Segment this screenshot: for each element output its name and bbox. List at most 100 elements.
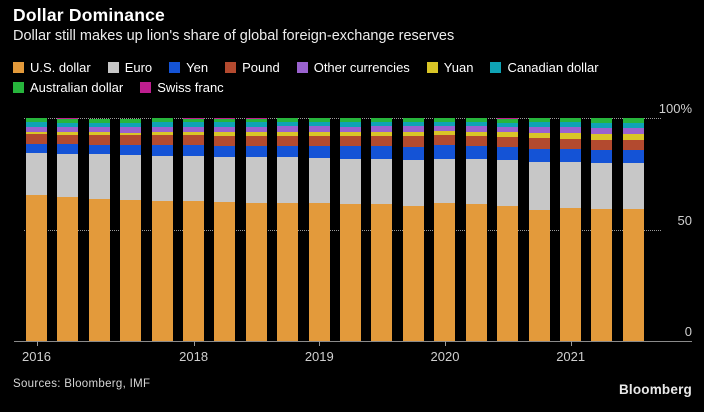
bar-segment <box>340 126 362 133</box>
x-axis-label: 2021 <box>556 349 586 364</box>
stacked-bar <box>622 118 644 341</box>
bar-segment <box>371 122 393 127</box>
bar-segment <box>308 136 330 147</box>
x-axis-tick <box>36 341 38 346</box>
bar-segment <box>245 118 267 123</box>
legend-swatch-icon <box>13 82 24 93</box>
bar-segment <box>308 118 330 123</box>
x-axis-tick <box>193 341 195 346</box>
bar-segment <box>559 133 581 139</box>
bar-segment <box>26 143 47 153</box>
legend-label: Swiss franc <box>157 80 224 95</box>
bar-segment <box>277 135 299 146</box>
bar-segment <box>88 198 110 341</box>
bar-segment <box>151 156 173 202</box>
bar-segment <box>214 131 236 136</box>
bar-segment <box>214 126 236 132</box>
legend-label: Canadian dollar <box>507 60 599 75</box>
bar-segment <box>88 118 110 123</box>
legend-item: U.S. dollar <box>13 60 91 75</box>
bar-segment <box>497 147 519 161</box>
bar-segment <box>26 118 47 123</box>
bar-segment <box>57 153 79 197</box>
x-axis-tick <box>570 341 572 346</box>
y-axis-label: 0 <box>684 324 692 339</box>
bar-segment <box>559 162 581 209</box>
bar-segment <box>402 136 424 147</box>
bars-container <box>26 117 644 341</box>
bar-segment <box>434 118 456 122</box>
bar-segment <box>120 145 142 156</box>
bar-segment <box>214 201 236 341</box>
bar-segment <box>465 126 487 132</box>
bar-segment <box>245 132 267 137</box>
bar-segment <box>465 136 487 147</box>
x-axis-label: 2018 <box>179 349 209 364</box>
bar-segment <box>497 122 519 127</box>
legend-row: U.S. dollar Euro Yen Pound Other currencies Y… <box>13 60 616 75</box>
legend-item: Pound <box>225 60 280 75</box>
stacked-bar <box>465 118 487 341</box>
bar-segment <box>402 122 424 127</box>
bar-segment <box>622 127 644 134</box>
bar-segment <box>528 133 550 139</box>
bar-segment <box>434 145 456 159</box>
bar-segment <box>340 136 362 147</box>
bar-segment <box>151 118 173 123</box>
bar-segment <box>183 155 205 201</box>
bar-segment <box>151 126 173 133</box>
stacked-bar <box>559 118 581 341</box>
bar-segment <box>622 118 644 123</box>
bar-segment <box>57 134 79 145</box>
stacked-bar <box>183 118 205 341</box>
bar-segment <box>559 208 581 341</box>
bar-segment <box>465 204 487 341</box>
bar-segment <box>340 204 362 341</box>
bar-segment <box>26 131 47 135</box>
bar-segment <box>277 131 299 136</box>
bar-segment <box>277 203 299 341</box>
bar-segment <box>434 158 456 204</box>
bar-segment <box>120 122 142 128</box>
legend-swatch-icon <box>296 62 308 73</box>
bar-segment <box>245 122 267 127</box>
bar-segment <box>528 127 550 134</box>
bar-segment <box>308 158 330 204</box>
bar-segment <box>277 122 299 127</box>
bar-segment <box>402 205 424 341</box>
bar-segment <box>308 203 330 341</box>
bar-segment <box>497 137 519 148</box>
bar-segment <box>57 122 79 127</box>
stacked-bar <box>214 118 236 341</box>
x-axis-label: 2019 <box>304 349 334 364</box>
legend-label: Other currencies <box>313 60 410 75</box>
bar-segment <box>559 149 581 163</box>
bar-segment <box>559 118 581 123</box>
legend-label: Euro <box>124 60 153 75</box>
x-axis-label: 2020 <box>430 349 460 364</box>
bar-segment <box>371 158 393 204</box>
bar-segment <box>88 127 110 133</box>
stacked-bar <box>308 118 330 341</box>
bar-segment <box>245 146 267 158</box>
bar-segment <box>340 132 362 137</box>
bar-segment <box>183 200 205 341</box>
x-axis-label: 2016 <box>22 349 51 364</box>
bar-segment <box>120 132 142 136</box>
bar-segment <box>183 122 205 127</box>
bar-segment <box>26 152 47 196</box>
stacked-bar <box>340 118 362 341</box>
bar-segment <box>26 134 47 144</box>
bar-segment <box>622 163 644 210</box>
bar-segment <box>528 118 550 123</box>
bar-segment <box>120 155 142 200</box>
legend-swatch-icon <box>225 62 237 73</box>
bar-segment <box>402 159 424 206</box>
chart-subtitle: Dollar still makes up lion's share of gl… <box>13 28 455 44</box>
bar-segment <box>591 163 613 209</box>
legend-swatch-icon <box>13 62 24 73</box>
bar-segment <box>340 158 362 205</box>
stacked-bar <box>591 118 613 341</box>
bar-segment <box>57 144 79 154</box>
legend-label: Australian dollar <box>30 80 124 95</box>
